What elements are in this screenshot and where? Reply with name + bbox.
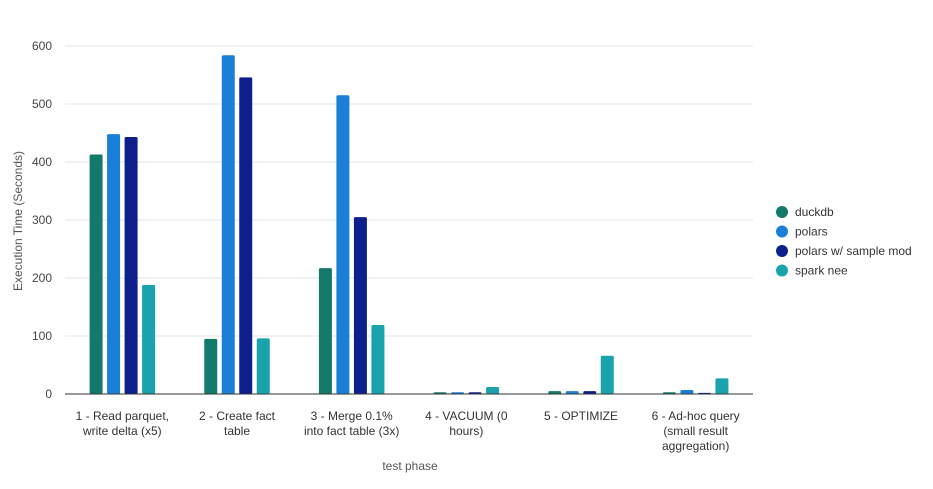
bar-polars-w-sample-mod bbox=[353, 217, 367, 394]
x-tick-label: 6 - Ad-hoc query (small result aggregation… bbox=[652, 409, 740, 453]
gridlines bbox=[65, 45, 753, 337]
x-tick-label-line: (small result bbox=[663, 424, 728, 438]
x-tick-label-line: 6 - Ad-hoc query bbox=[652, 409, 740, 423]
legend-item: duckdb bbox=[776, 205, 834, 219]
y-tick-label: 0 bbox=[45, 387, 52, 401]
bar-duckdb bbox=[548, 391, 562, 394]
legend-swatch bbox=[776, 245, 788, 257]
legend-swatch bbox=[776, 225, 788, 238]
legend-item: polars bbox=[776, 225, 828, 239]
bar-polars-w-sample-mod bbox=[583, 391, 597, 394]
x-tick-label: 1 - Read parquet, write delta (x5) bbox=[76, 409, 169, 438]
x-tick-label-line: write delta (x5) bbox=[82, 424, 162, 438]
y-tick-label: 200 bbox=[32, 271, 52, 285]
y-axis-title: Execution Time (Seconds) bbox=[11, 151, 25, 291]
bar-duckdb bbox=[318, 268, 332, 394]
bar-spark-nee bbox=[256, 338, 270, 394]
x-tick-label: 4 - VACUUM (0 hours) bbox=[425, 409, 508, 438]
bar-spark-nee bbox=[486, 387, 500, 394]
y-axis-ticks: 0 100 200 300 400 500 600 bbox=[32, 39, 52, 401]
legend-label: polars w/ sample mod bbox=[795, 244, 912, 258]
bar-spark-nee bbox=[142, 284, 156, 394]
legend-label: spark nee bbox=[795, 264, 848, 278]
bar-spark-nee bbox=[715, 378, 729, 394]
bar-polars bbox=[680, 389, 694, 394]
y-tick-label: 600 bbox=[32, 39, 52, 53]
bar-polars bbox=[565, 391, 579, 394]
bar-polars bbox=[107, 134, 121, 394]
legend-swatch bbox=[776, 206, 788, 218]
x-tick-label-line: aggregation) bbox=[662, 439, 729, 453]
x-tick-label-line: table bbox=[224, 424, 250, 438]
bar-polars-w-sample-mod bbox=[239, 77, 253, 394]
bar-duckdb bbox=[89, 154, 103, 394]
legend-item: polars w/ sample mod bbox=[776, 244, 912, 258]
bar-polars bbox=[221, 55, 235, 394]
x-tick-label-line: hours) bbox=[449, 424, 483, 438]
legend: duckdb polars polars w/ sample mod spark ne… bbox=[776, 205, 912, 278]
x-tick-label: 5 - OPTIMIZE bbox=[544, 409, 618, 423]
y-tick-label: 300 bbox=[32, 213, 52, 227]
x-tick-label: 2 - Create fact table bbox=[199, 409, 276, 438]
legend-item: spark nee bbox=[776, 264, 848, 278]
legend-swatch bbox=[776, 264, 788, 277]
x-tick-label: 3 - Merge 0.1% into fact table (3x) bbox=[304, 409, 399, 438]
y-tick-label: 100 bbox=[32, 329, 52, 343]
y-tick-label: 500 bbox=[32, 97, 52, 111]
bar-polars bbox=[336, 95, 350, 395]
legend-label: duckdb bbox=[795, 205, 834, 219]
x-tick-label-line: 1 - Read parquet, bbox=[76, 409, 169, 423]
bar-spark-nee bbox=[600, 355, 614, 394]
bar-polars-w-sample-mod bbox=[124, 137, 138, 394]
y-tick-label: 400 bbox=[32, 155, 52, 169]
x-axis-title: test phase bbox=[382, 459, 438, 473]
bar-duckdb bbox=[204, 338, 218, 394]
bar-spark-nee bbox=[371, 324, 385, 394]
x-tick-label-line: 3 - Merge 0.1% bbox=[311, 409, 393, 423]
x-tick-label-line: into fact table (3x) bbox=[304, 424, 399, 438]
bars bbox=[89, 55, 729, 395]
x-tick-label-line: 2 - Create fact bbox=[199, 409, 276, 423]
x-tick-label-line: 5 - OPTIMIZE bbox=[544, 409, 618, 423]
legend-label: polars bbox=[795, 225, 828, 239]
x-tick-label-line: 4 - VACUUM (0 bbox=[425, 409, 508, 423]
x-axis-ticks: 1 - Read parquet, write delta (x5) 2 - Cre… bbox=[76, 409, 740, 453]
